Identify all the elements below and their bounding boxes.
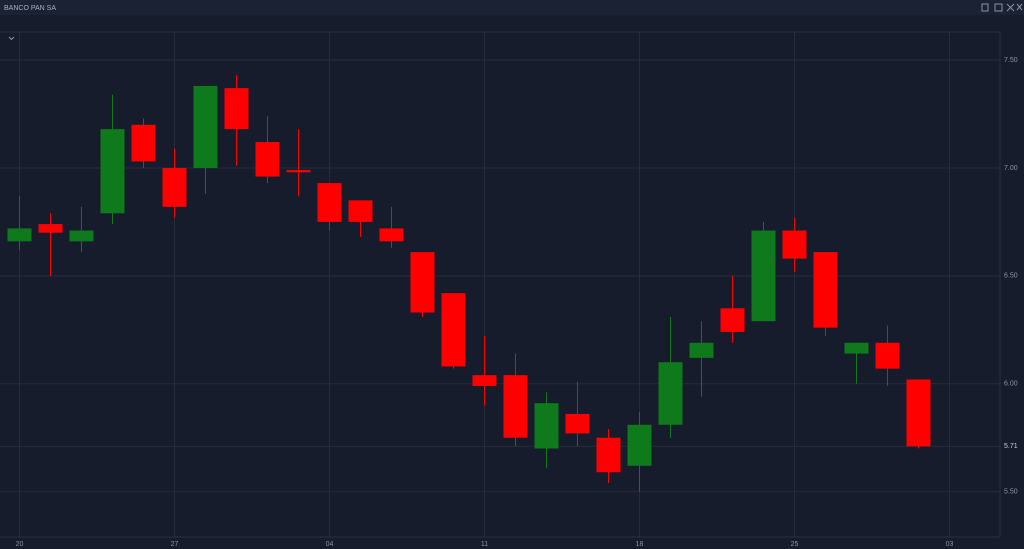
candle-body [472, 375, 497, 386]
x-tick-label: 03 [946, 541, 954, 548]
candle-body [596, 437, 621, 473]
icon-restore[interactable] [981, 3, 989, 12]
candle-body [193, 85, 218, 168]
candle-body [627, 424, 652, 466]
candle-body [658, 362, 683, 425]
candle-body [503, 375, 528, 438]
icon-expand[interactable] [1006, 3, 1015, 12]
candle-body [255, 142, 280, 177]
candle-body [317, 183, 342, 222]
candle-body [875, 342, 900, 369]
candle-body [782, 230, 807, 259]
icon-close[interactable] [1016, 3, 1023, 11]
y-tick-label: 7.00 [1004, 165, 1018, 172]
y-tick-label: 7.50 [1004, 57, 1018, 64]
window-controls[interactable] [981, 3, 1023, 12]
candle-body [379, 228, 404, 242]
candle-body [224, 88, 249, 130]
candle-body [441, 293, 466, 367]
candle-body [100, 129, 125, 214]
candle-body [534, 403, 559, 449]
candle-body [844, 342, 869, 354]
x-tick-label: 20 [16, 541, 24, 548]
title-bar [0, 0, 1024, 15]
candle-body [7, 228, 32, 242]
candle-body [565, 413, 590, 434]
candle-body [720, 308, 745, 332]
last-price-label: 5.71 [1004, 443, 1018, 450]
candle-body [131, 124, 156, 162]
x-tick-label: 27 [171, 541, 179, 548]
x-tick-label: 25 [791, 541, 799, 548]
candles [7, 75, 931, 492]
candle-body [813, 252, 838, 328]
icon-settings[interactable] [994, 3, 1003, 12]
candle-body [348, 200, 373, 222]
candle-body [906, 379, 931, 447]
y-tick-label: 6.50 [1004, 273, 1018, 280]
candle-body [38, 224, 63, 233]
candle-body [286, 170, 311, 173]
candle-body [162, 167, 187, 207]
x-tick-label: 11 [481, 541, 488, 548]
y-tick-label: 5.50 [1004, 489, 1018, 496]
x-tick-label: 18 [636, 541, 644, 548]
candle-body [689, 342, 714, 358]
y-tick-label: 6.00 [1004, 381, 1018, 388]
chart-title: BANCO PAN SA [4, 5, 56, 12]
candle-body [751, 230, 776, 322]
collapse-chevron[interactable] [8, 36, 15, 41]
candle-body [69, 230, 94, 242]
candle-body [410, 252, 435, 313]
grid [0, 32, 1000, 537]
x-tick-label: 04 [326, 541, 334, 548]
